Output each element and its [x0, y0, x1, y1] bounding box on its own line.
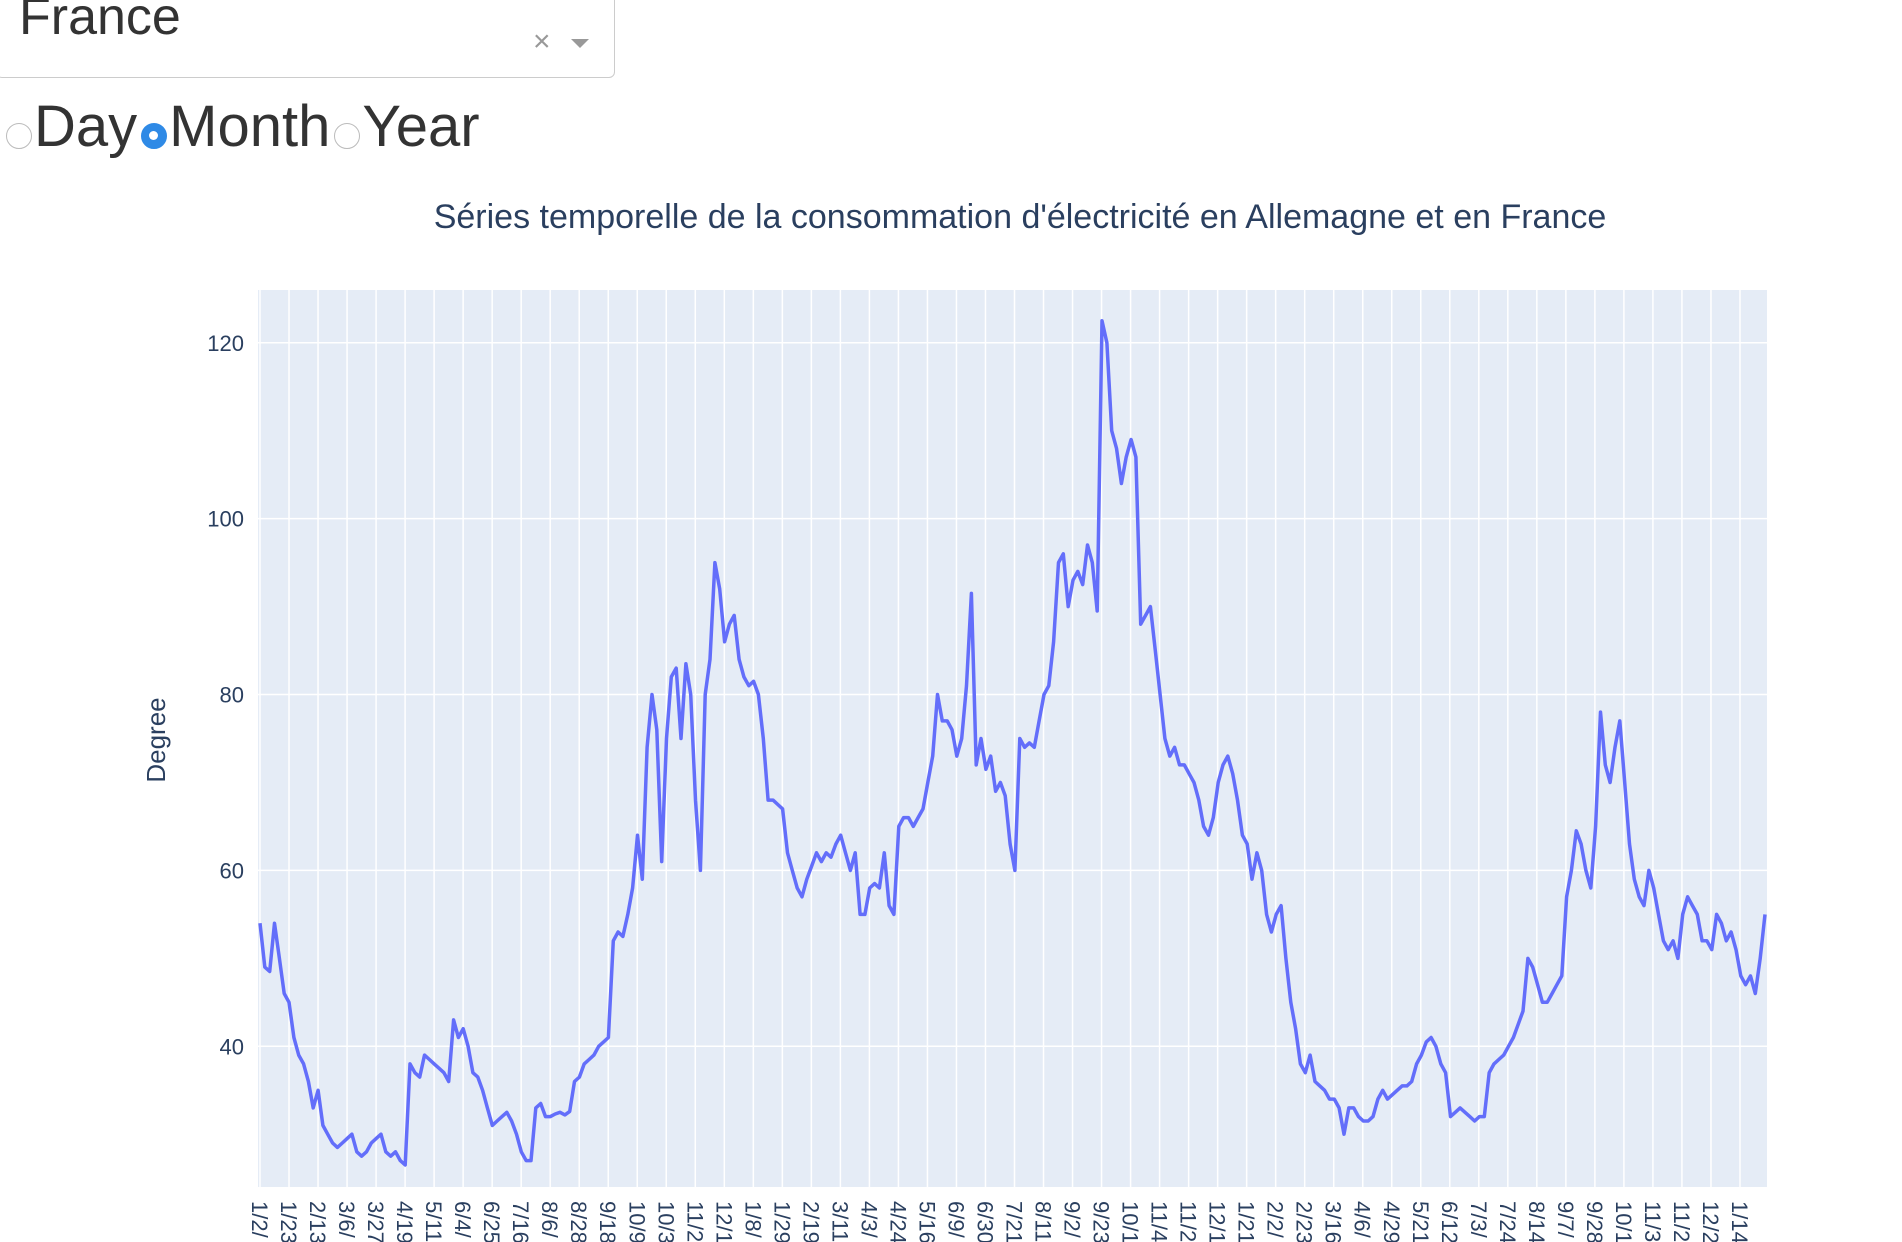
x-tick-label: 3/16: [1321, 1201, 1346, 1242]
radio-label-year[interactable]: Year: [362, 94, 480, 159]
y-tick-label: 40: [220, 1034, 244, 1059]
x-tick-label: 9/18: [595, 1201, 620, 1242]
radio-button-day[interactable]: [6, 123, 32, 149]
x-tick-label: 8/11: [1031, 1201, 1056, 1242]
granularity-radio-group: Day Month Year: [6, 92, 484, 162]
x-tick-label: 10/1: [1118, 1201, 1143, 1242]
x-tick-label: 1/29: [769, 1201, 794, 1242]
x-tick-label: 10/1: [1611, 1201, 1636, 1242]
x-tick-label: 12/1: [1205, 1201, 1230, 1242]
x-tick-label: 9/28: [1582, 1201, 1607, 1242]
x-tick-label: 1/2/: [247, 1201, 272, 1239]
x-tick-label: 3/27: [363, 1201, 388, 1242]
y-tick-label: 60: [220, 858, 244, 883]
country-dropdown[interactable]: France ×: [0, 0, 615, 78]
x-tick-label: 11/2: [1669, 1201, 1694, 1242]
chart-title: Séries temporelle de la consommation d'é…: [433, 198, 1607, 236]
x-tick-label: 5/11: [421, 1201, 446, 1242]
y-axis-label: Degree: [141, 697, 171, 782]
x-tick-label: 6/30: [972, 1201, 997, 1242]
series-line: [258, 319, 1767, 1167]
x-tick-label: 7/3/: [1466, 1201, 1491, 1239]
x-tick-label: 3/11: [827, 1201, 852, 1242]
x-tick-label: 10/9: [624, 1201, 649, 1242]
x-tick-label: 4/6/: [1350, 1201, 1375, 1239]
x-tick-label: 11/4: [1147, 1201, 1172, 1242]
x-tick-label: 10/3: [653, 1201, 678, 1242]
y-tick-label: 80: [220, 683, 244, 708]
x-tick-label: 1/23: [276, 1201, 301, 1242]
x-tick-label: 7/16: [508, 1201, 533, 1242]
radio-option-month[interactable]: Month: [141, 98, 334, 156]
dropdown-value: France: [19, 0, 181, 46]
x-tick-label: 2/19: [798, 1201, 823, 1242]
x-tick-label: 9/2/: [1060, 1201, 1085, 1239]
x-tick-label: 9/23: [1089, 1201, 1114, 1242]
x-tick-label: 8/28: [566, 1201, 591, 1242]
x-tick-label: 1/21: [1234, 1201, 1259, 1242]
x-tick-label: 8/14: [1524, 1201, 1549, 1242]
clear-icon[interactable]: ×: [533, 25, 551, 58]
x-tick-label: 4/3/: [856, 1201, 881, 1239]
x-tick-label: 6/4/: [450, 1201, 475, 1239]
radio-label-month[interactable]: Month: [169, 94, 331, 159]
x-tick-label: 2/13: [305, 1201, 330, 1242]
y-tick-label: 100: [207, 507, 244, 532]
x-tick-label: 2/23: [1292, 1201, 1317, 1242]
x-tick-label: 3/6/: [334, 1201, 359, 1239]
x-tick-label: 5/21: [1408, 1201, 1433, 1242]
radio-label-day[interactable]: Day: [34, 94, 138, 159]
y-gridlines: [258, 342, 1767, 1048]
x-tick-label: 2/2/: [1263, 1201, 1288, 1239]
x-tick-label: 5/16: [914, 1201, 939, 1242]
x-axis-ticks: 1/2/1/23 2/13 3/6/3/27 4/19 5/11 6/4/6/25 7/16…: [247, 1201, 1752, 1242]
x-tick-label: 11/2: [1176, 1201, 1201, 1242]
radio-option-day[interactable]: Day: [6, 98, 141, 156]
x-tick-label: 4/24: [885, 1201, 910, 1242]
radio-button-year[interactable]: [334, 123, 361, 149]
x-tick-label: 7/24: [1495, 1201, 1520, 1242]
x-tick-label: 6/9/: [943, 1201, 968, 1239]
x-tick-label: 6/25: [479, 1201, 504, 1242]
x-tick-label: 1/14: [1727, 1201, 1752, 1242]
radio-button-month[interactable]: [141, 123, 168, 149]
x-tick-label: 9/7/: [1553, 1201, 1578, 1239]
x-tick-label: 12/2: [1698, 1201, 1723, 1242]
x-tick-label: 11/3: [1640, 1201, 1665, 1242]
x-tick-label: 11/2: [682, 1201, 707, 1242]
x-tick-label: 1/8/: [740, 1201, 765, 1239]
y-tick-label: 120: [207, 331, 244, 356]
x-tick-label: 7/21: [1002, 1201, 1027, 1242]
x-tick-label: 4/29: [1379, 1201, 1404, 1242]
radio-option-year[interactable]: Year: [334, 98, 483, 156]
x-tick-label: 4/19: [392, 1201, 417, 1242]
y-axis-ticks: 40 60 80 100 120: [207, 331, 244, 1060]
x-tick-label: 6/12: [1437, 1201, 1462, 1242]
x-tick-label: 12/1: [711, 1201, 736, 1242]
x-tick-label: 8/6/: [537, 1201, 562, 1239]
plot-area: [258, 290, 1767, 1187]
chevron-down-icon[interactable]: [571, 39, 589, 48]
